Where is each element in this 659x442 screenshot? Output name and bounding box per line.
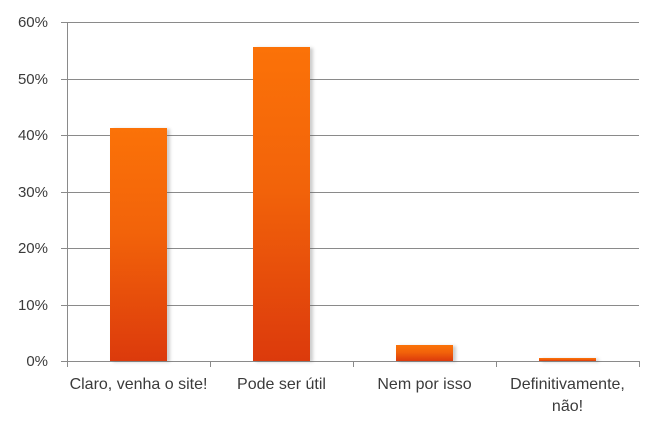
y-axis-tick-label: 40% [17,127,48,144]
x-axis-tick [639,361,640,367]
bar [253,47,310,361]
y-axis-tick-label: 10% [17,296,48,314]
bar [110,128,167,361]
y-axis-tick [61,361,67,362]
category-label: Pode ser útil [237,376,326,393]
gridline [67,304,639,306]
category-label: Nem por isso [377,376,472,393]
y-axis-tick [61,135,67,136]
gridline [67,248,639,249]
y-axis-line [67,22,68,361]
y-axis-tick [61,248,67,249]
x-axis-tick [353,361,354,367]
y-axis-tick [61,22,67,23]
gridline [67,78,639,80]
y-axis-tick-label: 60% [17,14,48,31]
x-axis-tick [496,361,497,367]
y-axis-tick [61,191,67,193]
category-label: Definitivamente, não! [510,376,625,415]
y-axis-tick-label: 50% [17,70,48,88]
y-axis-tick [61,78,67,80]
category-label: Claro, venha o site! [69,376,208,393]
gridline [67,135,639,136]
gridline [67,191,639,193]
bar [396,345,453,361]
bar [539,358,596,361]
y-axis-tick-label: 20% [17,240,48,257]
x-axis-tick [210,361,211,367]
x-axis-tick [67,361,68,367]
y-axis-tick-label: 0% [26,353,48,370]
y-axis-tick-label: 30% [17,183,48,201]
y-axis-tick [61,304,67,306]
gridline [67,22,639,23]
